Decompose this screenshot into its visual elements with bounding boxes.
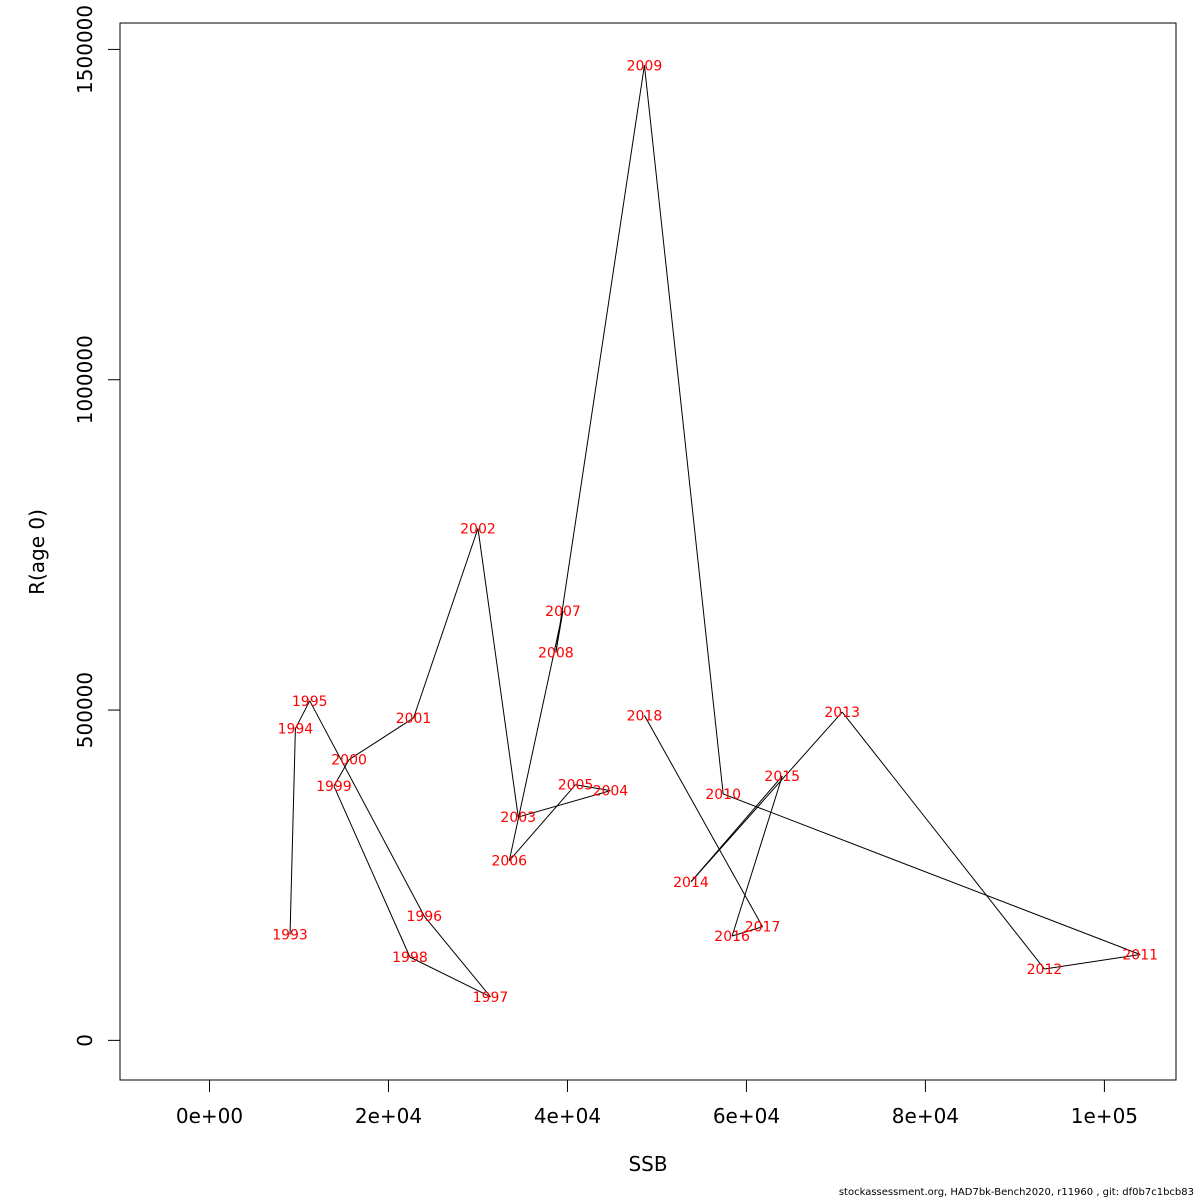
point-label: 2000 [331, 753, 367, 769]
series-segment [518, 790, 611, 818]
series-segment [333, 785, 411, 958]
point-label: 2015 [764, 769, 800, 785]
series-segment [731, 926, 763, 937]
y-tick-label: 1500000 [73, 5, 97, 94]
point-label: 2001 [396, 711, 432, 727]
series-segment [1044, 953, 1141, 970]
y-tick-label: 500000 [73, 672, 97, 748]
series-segment [508, 784, 576, 862]
point-label: 2017 [745, 920, 781, 936]
series-segment [690, 711, 843, 883]
series-line [289, 65, 1141, 998]
series-segment [409, 956, 491, 998]
point-label: 1995 [292, 694, 328, 710]
point-label: 1994 [278, 722, 314, 738]
point-label: 2007 [545, 604, 581, 620]
x-axis: 0e+00 2e+04 4e+04 6e+04 8e+04 1e+05 [176, 1079, 1138, 1128]
point-label: 1996 [406, 909, 442, 925]
point-label: 2011 [1122, 947, 1158, 963]
point-label: 2005 [558, 778, 594, 794]
point-label: 1998 [392, 950, 428, 966]
point-label: 2008 [538, 646, 574, 662]
series-segment [731, 775, 783, 937]
point-label: 2016 [714, 929, 750, 945]
point-label: 2004 [593, 784, 629, 800]
series-segment [690, 775, 783, 883]
series-segment [333, 759, 350, 787]
series-segment [348, 717, 414, 761]
series-segment [508, 610, 564, 861]
x-tick-label: 1e+05 [1071, 1104, 1138, 1128]
plot-frame [119, 22, 1177, 1081]
series-segment [423, 915, 491, 998]
x-axis-label: SSB [628, 1152, 667, 1176]
series-segment [643, 715, 763, 927]
series-segment [722, 793, 1141, 955]
footer-text: stockassessment.org, HAD7bk-Bench2020, r… [838, 1187, 1194, 1198]
series-segment [309, 700, 425, 917]
point-label: 2009 [627, 58, 663, 74]
point-label: 2014 [673, 875, 709, 891]
series-segment [294, 700, 311, 729]
series-segment [477, 528, 519, 818]
series-segment [575, 784, 611, 792]
x-tick-label: 0e+00 [176, 1104, 243, 1128]
point-label: 1999 [316, 779, 352, 795]
point-labels: 1993 1994 1995 1996 1997 1998 1999 2000 2001 2002… [272, 58, 1158, 1005]
y-tick-label: 0 [73, 1034, 97, 1047]
x-tick-label: 2e+04 [355, 1104, 422, 1128]
series-segment [841, 711, 1045, 970]
y-axis: 0 500000 1000000 1500000 [73, 5, 121, 1047]
series-segment [555, 65, 645, 653]
point-label: 2013 [824, 705, 860, 721]
point-label: 2002 [460, 521, 496, 537]
point-label: 2006 [491, 854, 527, 870]
x-tick-label: 6e+04 [713, 1104, 780, 1128]
point-label: 2012 [1027, 962, 1063, 978]
point-label: 2010 [705, 787, 741, 803]
point-label: 1993 [272, 928, 308, 944]
series-segment [289, 728, 296, 935]
point-label: 1997 [473, 990, 509, 1006]
series-segment [413, 528, 479, 719]
y-tick-label: 1000000 [73, 335, 97, 424]
x-tick-label: 8e+04 [892, 1104, 959, 1128]
point-label: 2018 [627, 708, 663, 724]
y-axis-label: R(age 0) [25, 509, 49, 595]
point-label: 2003 [500, 810, 536, 826]
x-tick-label: 4e+04 [534, 1104, 601, 1128]
series-segment [643, 65, 724, 795]
